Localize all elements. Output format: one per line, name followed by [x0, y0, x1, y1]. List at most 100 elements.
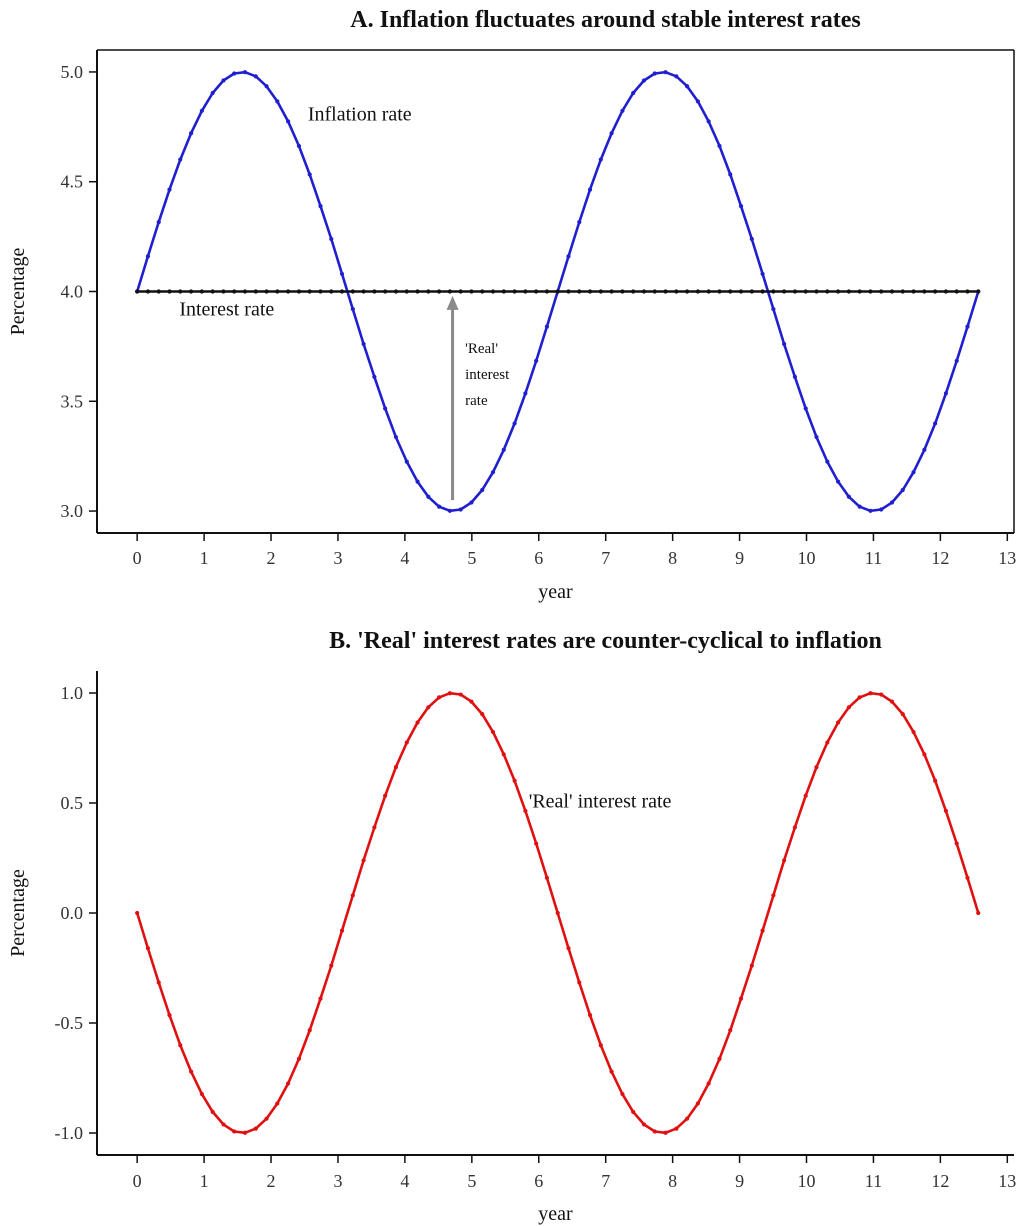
data-point-interest-rate: [782, 289, 787, 294]
y-axis-label: Percentage: [7, 248, 29, 336]
x-tick-label: 12: [931, 548, 949, 568]
data-point-interest-rate: [523, 289, 528, 294]
y-tick-label: -1.0: [55, 1123, 84, 1143]
data-point-real-interest-rate: [361, 858, 366, 863]
data-point-interest-rate: [674, 289, 679, 294]
data-point-interest-rate: [372, 289, 377, 294]
y-axis-label: Percentage: [7, 869, 29, 957]
data-point-interest-rate: [490, 289, 496, 294]
data-point-interest-rate: [350, 289, 355, 294]
x-tick-label: 10: [798, 548, 816, 568]
data-point-interest-rate: [145, 289, 151, 294]
data-point-interest-rate: [436, 289, 442, 294]
data-point-inflation-rate: [221, 78, 226, 83]
data-point-interest-rate: [555, 289, 560, 294]
data-point-interest-rate: [307, 289, 312, 294]
x-tick-label: 7: [601, 1171, 610, 1191]
data-point-real-interest-rate: [210, 1109, 215, 1114]
data-point-interest-rate: [598, 289, 603, 294]
data-point-real-interest-rate: [145, 946, 151, 951]
data-point-real-interest-rate: [922, 752, 927, 757]
data-point-real-interest-rate: [480, 712, 485, 717]
data-point-interest-rate: [264, 289, 269, 294]
data-point-real-interest-rate: [469, 699, 474, 704]
data-point-real-interest-rate: [911, 729, 916, 735]
data-point-real-interest-rate: [523, 808, 528, 814]
y-tick-label: 3.5: [61, 391, 84, 411]
data-point-interest-rate: [738, 289, 744, 294]
data-point-real-interest-rate: [393, 765, 399, 770]
data-point-real-interest-rate: [253, 1126, 258, 1131]
data-point-interest-rate: [943, 289, 949, 294]
x-tick-label: 2: [267, 548, 276, 568]
data-point-interest-rate: [857, 289, 862, 294]
data-point-inflation-rate: [792, 374, 798, 380]
data-point-real-interest-rate: [814, 765, 819, 770]
data-point-real-interest-rate: [641, 1122, 647, 1127]
data-point-real-interest-rate: [598, 1043, 603, 1048]
data-point-inflation-rate: [846, 494, 851, 499]
x-tick-label: 8: [668, 548, 677, 568]
data-point-interest-rate: [242, 289, 248, 294]
data-point-inflation-rate: [437, 504, 442, 509]
data-point-interest-rate: [286, 289, 291, 294]
data-point-real-interest-rate: [512, 778, 517, 783]
data-point-real-interest-rate: [782, 858, 787, 863]
x-tick-label: 13: [998, 548, 1016, 568]
data-point-interest-rate: [329, 289, 334, 294]
y-tick-label: 5.0: [61, 62, 84, 82]
data-point-real-interest-rate: [587, 1012, 593, 1018]
data-point-interest-rate: [296, 289, 302, 294]
data-point-interest-rate: [749, 289, 754, 294]
data-point-inflation-rate: [264, 84, 269, 89]
data-point-real-interest-rate: [706, 1081, 711, 1086]
data-point-real-interest-rate: [285, 1081, 291, 1086]
data-point-interest-rate: [620, 289, 625, 294]
data-point-inflation-rate: [598, 157, 603, 162]
data-point-inflation-rate: [631, 90, 636, 96]
data-point-inflation-rate: [641, 78, 647, 83]
data-point-interest-rate: [577, 289, 582, 294]
data-point-interest-rate: [976, 289, 981, 294]
data-point-interest-rate: [803, 289, 808, 294]
data-point-interest-rate: [156, 289, 161, 294]
data-point-real-interest-rate: [555, 910, 560, 916]
data-point-inflation-rate: [889, 500, 895, 505]
data-point-inflation-rate: [695, 99, 700, 104]
data-point-inflation-rate: [684, 84, 690, 89]
data-point-real-interest-rate: [835, 720, 841, 725]
data-point-interest-rate: [706, 289, 711, 294]
data-point-inflation-rate: [825, 459, 830, 464]
data-point-real-interest-rate: [490, 729, 496, 735]
data-point-interest-rate: [922, 289, 927, 294]
data-point-real-interest-rate: [717, 1056, 722, 1061]
data-point-interest-rate: [933, 289, 938, 294]
data-point-interest-rate: [275, 289, 280, 294]
data-point-inflation-rate: [814, 434, 819, 440]
data-point-interest-rate: [566, 289, 571, 294]
data-point-real-interest-rate: [684, 1116, 690, 1121]
data-point-inflation-rate: [771, 306, 776, 312]
data-point-interest-rate: [383, 289, 388, 294]
data-point-interest-rate: [544, 289, 550, 294]
data-point-interest-rate: [361, 289, 366, 294]
data-point-real-interest-rate: [889, 699, 895, 704]
data-point-real-interest-rate: [242, 1130, 248, 1135]
x-tick-label: 11: [865, 1171, 882, 1191]
data-point-real-interest-rate: [534, 841, 539, 846]
data-point-interest-rate: [447, 289, 452, 294]
data-point-real-interest-rate: [178, 1043, 183, 1048]
annotation-label: Inflation rate: [308, 103, 412, 125]
data-point-interest-rate: [232, 289, 237, 294]
data-point-real-interest-rate: [372, 825, 377, 830]
data-point-interest-rate: [221, 289, 226, 294]
data-point-real-interest-rate: [900, 712, 905, 717]
data-point-interest-rate: [728, 289, 733, 294]
data-point-interest-rate: [469, 289, 474, 294]
data-point-real-interest-rate: [307, 1028, 312, 1033]
data-point-real-interest-rate: [695, 1101, 700, 1106]
data-point-inflation-rate: [857, 504, 862, 509]
x-tick-label: 13: [998, 1171, 1016, 1191]
x-tick-label: 3: [333, 548, 342, 568]
data-point-real-interest-rate: [620, 1091, 625, 1097]
